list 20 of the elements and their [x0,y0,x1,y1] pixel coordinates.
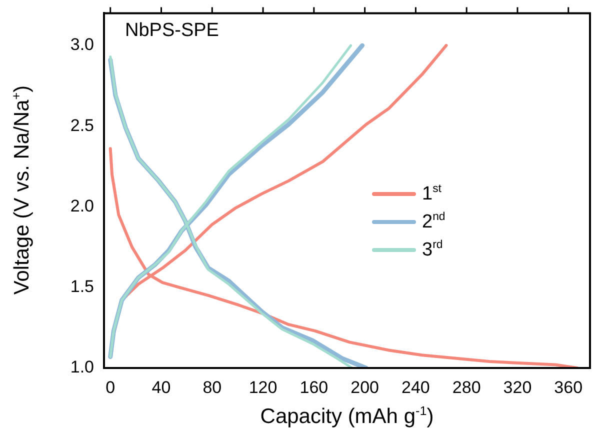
x-tick-label: 120 [248,378,278,397]
legend-label: 1$^{st}$ [422,182,442,206]
x-tick-label: 0 [106,378,116,397]
chart-title: NbPS-SPE [125,20,219,42]
legend-label: 2$^{nd}$ [422,210,446,234]
y-tick-label: 2.0 [70,196,94,216]
x-tick-label: 240 [402,378,430,397]
legend-label: 3$^{rd}$ [422,238,443,262]
x-tick-label: 80 [202,378,222,397]
y-tick-label: 1.0 [70,358,94,377]
x-axis-title: Capacity (mAh g$^{-1}$) [260,404,434,429]
x-tick-label: 360 [554,378,583,397]
x-tick-label: 40 [152,378,171,397]
x-tick-label: 280 [452,378,481,397]
y-tick-label: 1.5 [70,277,94,296]
y-tick-label: 3.0 [70,35,94,54]
x-tick-label: 320 [503,378,532,397]
y-tick-label: 2.5 [70,116,94,135]
x-tick-label: 160 [300,378,328,397]
x-tick-label: 200 [350,378,379,397]
